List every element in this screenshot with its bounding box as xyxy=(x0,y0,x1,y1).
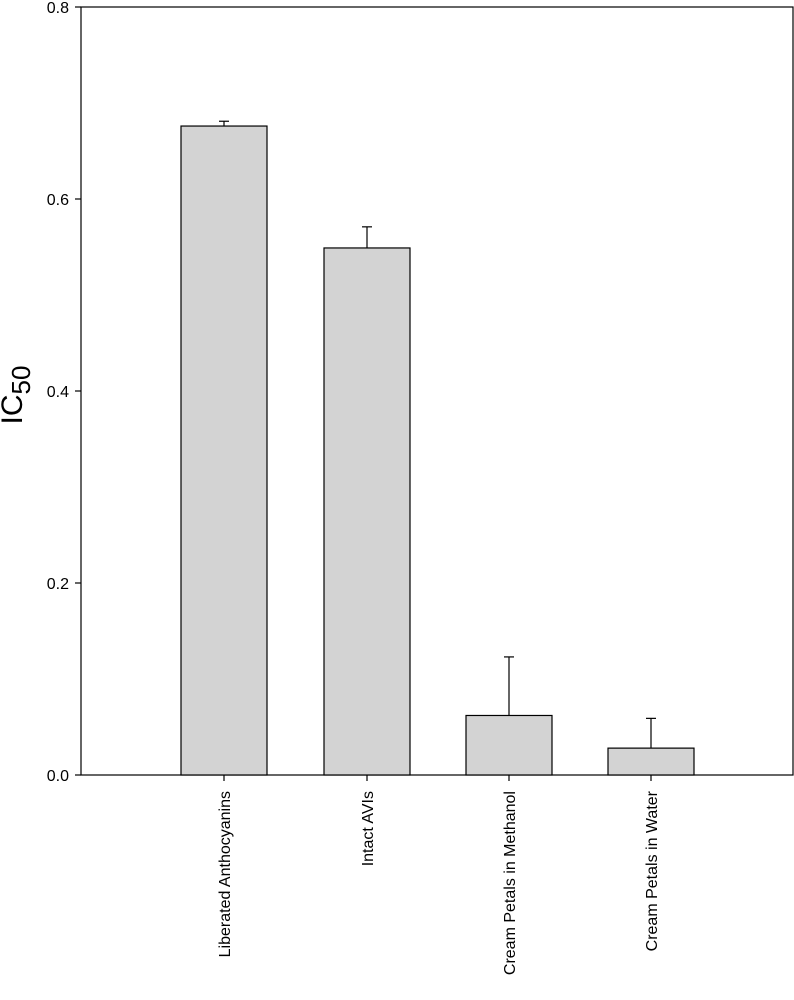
bars xyxy=(180,120,695,776)
error-bar xyxy=(219,120,229,127)
x-category-label: Cream Petals in Water xyxy=(644,790,661,951)
error-bar xyxy=(646,717,656,749)
bar xyxy=(180,125,268,776)
y-axis-title: IC50 xyxy=(0,366,36,425)
y-axis: 0.0 0.2 0.4 0.6 0.8 xyxy=(47,0,81,785)
y-tick-label: 0.8 xyxy=(47,0,69,17)
error-bar xyxy=(362,226,372,248)
bar xyxy=(465,714,553,776)
y-tick-label: 0.2 xyxy=(47,576,69,593)
error-bar xyxy=(504,656,514,716)
x-category-label: Liberated Anthocyanins xyxy=(217,791,234,957)
bar xyxy=(323,247,411,776)
bar xyxy=(607,747,695,776)
y-axis-title-main: IC xyxy=(0,394,29,424)
x-category-label: Cream Petals in Methanol xyxy=(502,791,519,975)
x-axis: Liberated Anthocyanins Intact AVIs Cream P… xyxy=(217,775,661,975)
y-tick-label: 0.4 xyxy=(47,384,69,401)
y-tick-label: 0.6 xyxy=(47,192,69,209)
x-category-label: Intact AVIs xyxy=(360,791,377,866)
y-tick-label: 0.0 xyxy=(47,768,69,785)
y-axis-title-subscript: 50 xyxy=(6,366,36,395)
